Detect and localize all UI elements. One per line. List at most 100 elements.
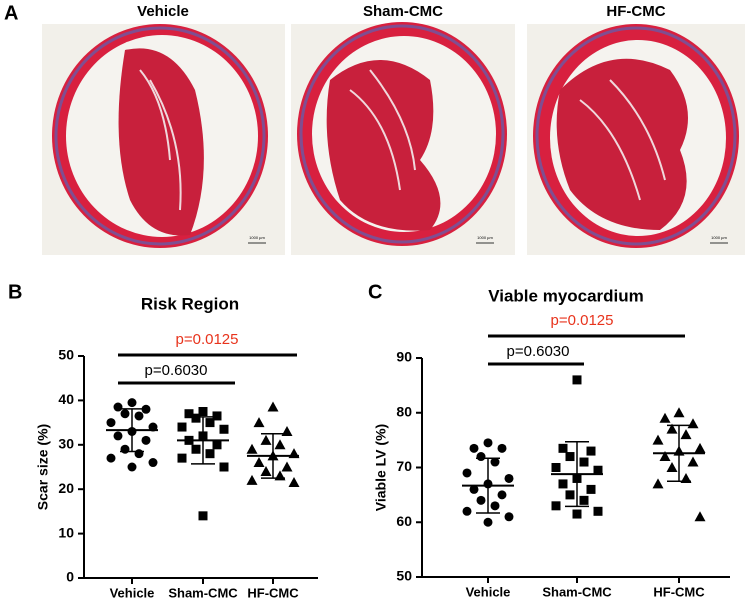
y-tick-label: 20 <box>58 480 74 496</box>
data-point <box>586 446 596 456</box>
data-point <box>572 509 582 519</box>
data-point <box>476 495 486 505</box>
data-point <box>558 479 568 489</box>
p-value: p=0.6030 <box>145 362 208 379</box>
data-point <box>148 458 158 468</box>
data-point <box>462 468 472 478</box>
data-point <box>476 452 486 462</box>
data-point <box>177 453 187 463</box>
data-point <box>490 501 500 511</box>
data-point <box>593 506 603 516</box>
data-point <box>694 511 706 522</box>
data-point <box>586 484 596 494</box>
data-point <box>462 506 472 516</box>
data-point <box>106 418 116 428</box>
data-point <box>260 465 272 476</box>
data-point <box>652 478 664 489</box>
data-point <box>219 462 229 472</box>
panel-label: A <box>4 2 18 24</box>
x-tick-label: HF-CMC <box>653 584 705 599</box>
data-point <box>281 425 293 436</box>
data-point <box>134 449 144 459</box>
data-point <box>120 409 130 419</box>
panel-label: B <box>8 281 22 303</box>
data-point <box>490 457 500 467</box>
data-point <box>593 465 603 475</box>
image-title: Sham-CMC <box>363 3 443 20</box>
x-tick-label: Vehicle <box>110 585 155 600</box>
data-point <box>565 452 575 462</box>
data-point <box>666 423 678 434</box>
data-point <box>141 435 151 445</box>
data-point <box>288 477 300 488</box>
data-point <box>127 398 137 408</box>
data-point <box>483 517 493 527</box>
data-point <box>680 429 692 440</box>
x-tick-label: HF-CMC <box>247 585 299 600</box>
image-title: HF-CMC <box>606 3 665 20</box>
chart-title: Viable myocardium <box>488 286 644 305</box>
heart-image <box>42 24 285 255</box>
data-point <box>497 443 507 453</box>
data-point <box>198 407 208 416</box>
data-point <box>504 473 514 483</box>
data-point <box>687 418 699 429</box>
data-point <box>469 443 479 453</box>
y-tick-label: 0 <box>66 569 74 585</box>
chart-title: Risk Region <box>141 294 239 313</box>
data-point <box>191 444 201 454</box>
scale-bar-label: 1000 µm <box>477 235 493 240</box>
data-point <box>212 411 222 421</box>
y-tick-label: 60 <box>396 513 412 529</box>
data-point <box>212 440 222 450</box>
data-point <box>253 457 265 468</box>
data-point <box>205 418 215 428</box>
data-point <box>141 404 151 414</box>
x-tick-label: Sham-CMC <box>542 584 612 599</box>
data-point <box>184 409 194 419</box>
data-point <box>113 402 123 412</box>
y-tick-label: 40 <box>58 391 74 407</box>
data-point <box>177 422 187 432</box>
y-tick-label: 50 <box>58 347 74 363</box>
p-value: p=0.6030 <box>507 343 570 360</box>
data-point <box>113 431 123 441</box>
data-point <box>281 461 293 472</box>
data-point <box>191 413 201 423</box>
data-point <box>666 462 678 472</box>
p-value: p=0.0125 <box>176 331 239 348</box>
heart-image <box>291 22 515 255</box>
data-point <box>497 490 507 500</box>
data-point <box>673 407 685 418</box>
data-point <box>687 456 699 467</box>
x-tick-label: Sham-CMC <box>168 585 238 600</box>
panel-label: C <box>368 281 382 303</box>
p-value: p=0.0125 <box>551 312 614 329</box>
data-point <box>246 474 258 485</box>
data-point <box>267 401 279 412</box>
data-point <box>652 434 664 445</box>
data-point <box>120 444 130 454</box>
data-point <box>260 434 272 445</box>
data-point <box>253 417 265 428</box>
scale-bar-label: 1000 µm <box>249 235 265 240</box>
y-tick-label: 70 <box>396 458 412 474</box>
data-point <box>504 512 514 522</box>
data-point <box>219 424 229 434</box>
y-axis-label: Scar size (%) <box>35 424 51 510</box>
data-point <box>572 375 582 385</box>
data-point <box>483 438 493 448</box>
data-point <box>579 457 589 467</box>
data-point <box>205 449 215 459</box>
y-tick-label: 90 <box>396 349 412 365</box>
histology-images <box>42 22 745 255</box>
data-point <box>134 411 144 421</box>
data-point <box>659 451 671 462</box>
data-point <box>551 501 561 511</box>
data-point <box>274 439 286 450</box>
data-point <box>558 443 568 453</box>
data-point <box>659 412 671 423</box>
data-point <box>579 495 589 505</box>
data-point <box>565 490 575 500</box>
